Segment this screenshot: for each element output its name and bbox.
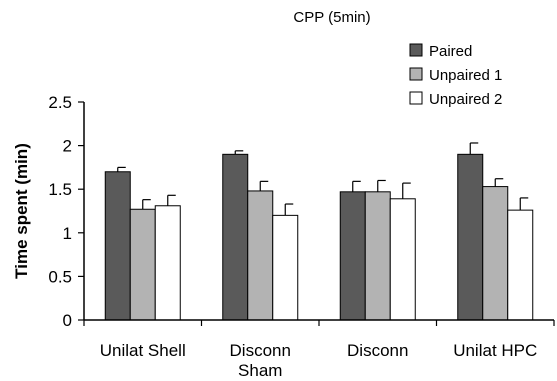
bar xyxy=(389,198,416,321)
legend: Paired Unpaired 1 Unpaired 2 xyxy=(409,43,502,108)
x-tick-label-line: Unilat HPC xyxy=(453,341,537,360)
x-tick-label-line: Disconn xyxy=(347,341,408,360)
bar xyxy=(222,153,249,321)
legend-swatch xyxy=(409,67,423,81)
axes-group xyxy=(83,102,555,326)
bar xyxy=(482,186,509,321)
bar xyxy=(339,191,366,321)
bar xyxy=(364,191,391,321)
bar xyxy=(154,205,181,321)
x-tick-label: Unilat Shell xyxy=(100,341,186,360)
y-tick-label: 2.5 xyxy=(48,93,72,112)
bar xyxy=(457,153,484,321)
bar xyxy=(272,214,299,321)
bar xyxy=(104,171,131,321)
bar xyxy=(507,209,534,321)
y-tick-label: 1 xyxy=(63,224,72,243)
y-tick-label: 2 xyxy=(63,137,72,156)
y-tick-label: 0.5 xyxy=(48,267,72,286)
chart-title: CPP (5min) xyxy=(293,9,370,26)
x-tick-label: Disconn xyxy=(347,341,408,360)
x-tick-label: Disconn Sham xyxy=(230,341,291,380)
legend-swatch xyxy=(409,43,423,57)
legend-label: Unpaired 1 xyxy=(429,67,502,84)
x-tick-label-line: Sham xyxy=(238,361,282,380)
bar xyxy=(247,190,274,321)
y-axis-label: Time spent (min) xyxy=(12,143,31,279)
bar xyxy=(129,208,156,321)
legend-swatch xyxy=(409,91,423,105)
bars-group xyxy=(104,153,534,321)
x-tick-label-line: Disconn xyxy=(230,341,291,360)
y-tick-label: 1.5 xyxy=(48,180,72,199)
error-bars-group xyxy=(117,142,529,216)
y-tick-label: 0 xyxy=(63,311,72,330)
legend-label: Paired xyxy=(429,43,472,60)
x-tick-label: Unilat HPC xyxy=(453,341,537,360)
x-tick-label-line: Unilat Shell xyxy=(100,341,186,360)
y-ticks-group: 0 0.5 1 1.5 2 2.5 xyxy=(48,93,84,330)
legend-label: Unpaired 2 xyxy=(429,91,502,108)
